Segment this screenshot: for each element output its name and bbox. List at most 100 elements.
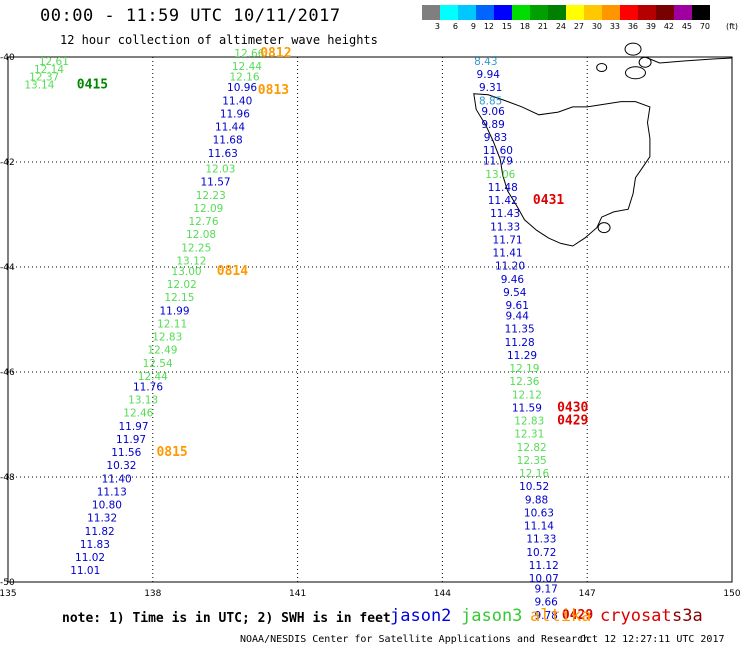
pass-time-label: 0813 [258, 83, 289, 98]
wave-height-value: 11.42 [488, 195, 518, 207]
color-scale-label: 42 [663, 22, 674, 31]
color-scale-label: 30 [591, 22, 602, 31]
wave-height-value: 12.15 [164, 292, 194, 304]
color-scale-cell [584, 5, 602, 20]
wave-height-value: 9.46 [501, 274, 525, 286]
wave-height-value: 11.79 [483, 156, 513, 168]
color-scale-label: 9 [470, 22, 476, 31]
wave-height-value: 10.72 [526, 547, 556, 559]
wave-height-value: 12.36 [509, 376, 539, 388]
color-scale-label: 36 [627, 22, 638, 31]
wave-height-value: 10.07 [529, 573, 559, 585]
pass-time-label: 0430 [557, 400, 588, 415]
wave-height-value: 12.19 [509, 363, 539, 375]
wave-height-value: 11.41 [493, 248, 523, 260]
wave-height-value: 12.25 [181, 242, 211, 254]
wave-height-value: 11.33 [526, 534, 556, 546]
wave-height-value: 13.13 [128, 395, 158, 407]
wave-height-value: 11.32 [87, 513, 117, 525]
color-scale-label: 18 [519, 22, 530, 31]
wave-height-value: 12.03 [205, 164, 235, 176]
color-scale-cell [530, 5, 548, 20]
wave-height-value: 12.44 [232, 61, 262, 73]
y-tick-label: -50 [0, 578, 15, 588]
wave-height-value: 12.49 [147, 345, 177, 357]
wave-height-value: 12.14 [34, 64, 64, 76]
wave-height-value: 12.83 [514, 416, 544, 428]
wave-height-value: 11.97 [116, 434, 146, 446]
wave-height-value: 11.13 [97, 486, 127, 498]
x-tick-label: 135 [0, 589, 17, 599]
color-scale-label: 27 [573, 22, 584, 31]
wave-height-value: 11.63 [208, 148, 238, 160]
wave-height-value: 8.43 [474, 56, 497, 68]
wave-height-value: 12.35 [517, 455, 547, 467]
wave-height-value: 12.12 [512, 389, 542, 401]
wave-height-value: 10.63 [524, 507, 554, 519]
y-tick-label: -46 [0, 368, 15, 378]
color-scale-cell [620, 5, 638, 20]
color-scale-cell [674, 5, 692, 20]
wave-height-value: 12.09 [193, 203, 223, 215]
wave-height-value: 11.43 [490, 208, 520, 220]
color-scale-cell [692, 5, 710, 20]
wave-height-value: 9.88 [525, 494, 548, 506]
wave-height-value: 9.44 [506, 311, 530, 323]
legend-item-altika: altika [530, 606, 592, 626]
color-scale-label: 24 [555, 22, 566, 31]
pass-time-label: 0812 [260, 46, 291, 61]
wave-height-value: 11.40 [102, 473, 132, 485]
wave-height-value: 11.71 [493, 234, 523, 246]
y-tick-label: -44 [0, 263, 15, 273]
wave-height-value: 11.28 [505, 337, 535, 349]
wave-height-value: 9.83 [484, 132, 507, 144]
pass-time-label: 0431 [533, 193, 564, 208]
wave-height-value: 11.48 [488, 182, 518, 194]
wave-height-value: 11.02 [75, 552, 105, 564]
wave-height-value: 10.52 [519, 481, 549, 493]
legend-item-cryosat: cryosat [600, 606, 672, 626]
wave-height-value: 9.31 [479, 82, 502, 94]
wave-height-value: 11.35 [505, 324, 535, 336]
color-scale-cell [494, 5, 512, 20]
legend-item-jason3: jason3 [461, 606, 523, 626]
wave-height-value: 12.31 [514, 429, 544, 441]
map-frame [7, 56, 733, 583]
color-scale-label: 39 [645, 22, 656, 31]
wave-height-value: 9.89 [481, 119, 504, 131]
wave-height-value: 11.29 [507, 350, 537, 362]
wave-height-value: 12.08 [186, 229, 216, 241]
color-scale-cell [458, 5, 476, 20]
wave-height-value: 12.82 [517, 442, 547, 454]
footer-note: note: 1) Time is in UTC; 2) SWH is in fe… [62, 611, 391, 626]
island-outline [624, 42, 642, 56]
color-scale-label: 21 [537, 22, 548, 31]
color-scale-cell [656, 5, 674, 20]
color-scale-bar [422, 5, 710, 20]
legend-item-jason2: jason2 [390, 606, 452, 626]
y-tick-label: -40 [0, 53, 15, 63]
color-scale-label: 33 [609, 22, 620, 31]
wave-height-value: 9.94 [477, 69, 501, 81]
wave-height-value: 13.06 [485, 169, 515, 181]
wave-height-value: 12.16 [519, 468, 549, 480]
wave-height-value: 12.66 [234, 48, 264, 60]
color-scale-label: 70 [699, 22, 710, 31]
wave-height-value: 10.96 [227, 82, 257, 94]
wave-height-value: 13.14 [24, 80, 54, 92]
wave-height-value: 9.66 [534, 597, 558, 609]
pass-time-label: 0415 [77, 78, 108, 93]
island-outline [624, 66, 646, 80]
color-scale-label: 6 [452, 22, 458, 31]
wave-height-value: 11.01 [70, 565, 100, 577]
page-title: 00:00 - 11:59 UTC 10/11/2017 [40, 6, 341, 26]
wave-height-value: 10.32 [106, 460, 136, 472]
wave-height-value: 11.68 [213, 135, 243, 147]
wave-height-value: 12.83 [152, 332, 182, 344]
wave-height-value: 12.11 [157, 318, 187, 330]
wave-height-value: 12.46 [123, 408, 153, 420]
pass-time-label: 0429 [562, 608, 593, 623]
wave-height-value: 9.54 [503, 287, 527, 299]
wave-height-value: 13.00 [172, 266, 202, 278]
